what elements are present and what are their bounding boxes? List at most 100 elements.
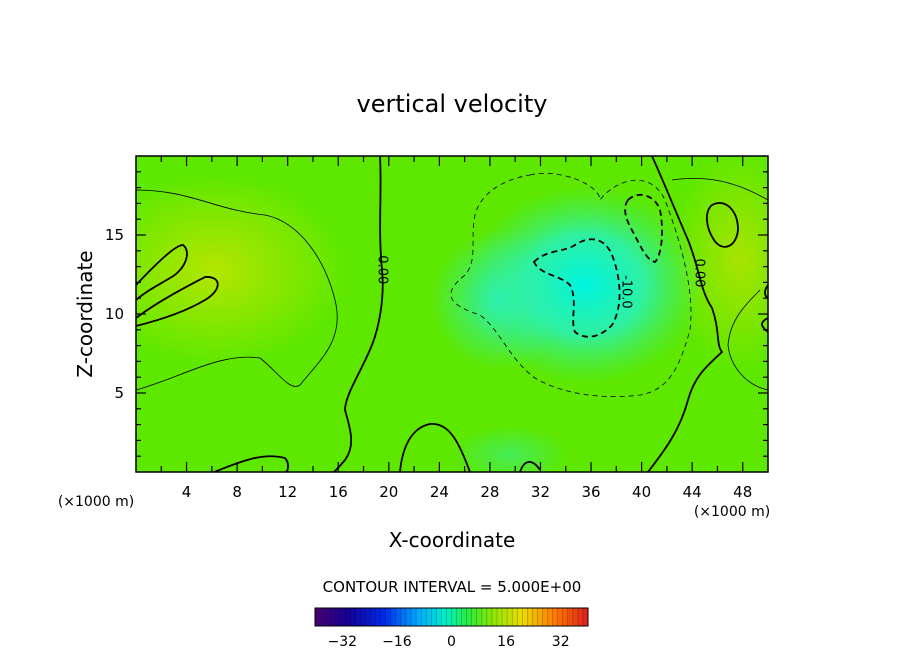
negative-region-tail: [430, 230, 570, 370]
colorbar-cell: [375, 608, 382, 626]
x-tick-label: 12: [278, 483, 297, 501]
colorbar-tick-label: 16: [497, 634, 515, 650]
colorbar-cell: [360, 608, 366, 626]
x-axis-title: X-coordinate: [389, 528, 516, 552]
colorbar-cell: [497, 608, 503, 626]
colorbar-cell: [365, 608, 371, 626]
x-tick-label: 40: [632, 483, 651, 501]
x-tick-label: 48: [733, 483, 752, 501]
contour-interval-label: CONTOUR INTERVAL = 5.000E+00: [323, 578, 582, 596]
field-shading: 0.00 -10.0 0.00: [136, 156, 768, 472]
colorbar-cell: [572, 608, 579, 626]
y-axis-title: Z-coordinate: [73, 250, 97, 377]
colorbar-cell: [542, 608, 548, 626]
colorbar-cell: [416, 608, 422, 626]
x-tick-label: 32: [531, 483, 550, 501]
x-unit-label: (×1000 m): [58, 494, 134, 510]
colorbar-cell: [552, 608, 558, 626]
colorbar-cell: [320, 608, 326, 626]
colorbar-cell: [385, 608, 392, 626]
colorbar-cell: [547, 608, 553, 626]
colorbar-cell: [451, 608, 457, 626]
colorbar-cell: [411, 608, 417, 626]
colorbar-cell: [567, 608, 574, 626]
contour-label: 0.00: [692, 258, 707, 287]
colorbar-cell: [522, 608, 528, 626]
colorbar-cell: [491, 608, 498, 626]
y-unit-label: (×1000 m): [694, 504, 770, 520]
colorbar-tick-label: −16: [382, 634, 412, 650]
colorbar-cell: [481, 608, 488, 626]
colorbar-cell: [335, 608, 341, 626]
colorbar-cell: [507, 608, 513, 626]
contour-zero-right: [647, 156, 724, 472]
y-tick-label: 5: [114, 384, 124, 402]
colorbar-cell: [476, 608, 483, 626]
contour-zero-center: [333, 156, 384, 472]
colorbar-cell: [431, 608, 437, 626]
contour-label: -10.0: [618, 275, 633, 309]
contour-line-neg5: [450, 173, 692, 397]
colorbar-cell: [446, 608, 452, 626]
colorbar-cell: [390, 608, 397, 626]
x-tick-label: 20: [379, 483, 398, 501]
colorbar-tick-label: 0: [447, 634, 456, 650]
colorbar-cell: [340, 608, 346, 626]
colorbar-cell: [527, 608, 533, 626]
contour-neg10-upper: [624, 193, 663, 263]
colorbar-cell: [562, 608, 569, 626]
positive-region-left: [136, 175, 345, 365]
contour-label: 0.00: [374, 255, 389, 284]
colorbar-cell: [512, 608, 518, 626]
contour-pos10-right: [706, 202, 739, 248]
colorbar-cell: [471, 608, 478, 626]
colorbar-cell: [557, 608, 564, 626]
colorbar-cell: [532, 608, 538, 626]
chart-title: vertical velocity: [357, 90, 548, 118]
colorbar-cell: [421, 608, 427, 626]
contour-pos10-edge: [761, 284, 768, 333]
colorbar-cell: [406, 608, 412, 626]
colorbar-cell: [466, 608, 473, 626]
weak-negative-bottom: [450, 425, 570, 472]
y-tick-label: 15: [105, 226, 124, 244]
colorbar-cell: [441, 608, 447, 626]
colorbar-cell: [345, 608, 351, 626]
contour-line-pos5-right: [671, 177, 768, 391]
colorbar-cell: [461, 608, 467, 626]
plot-area: 0.00 -10.0 0.00: [135, 155, 769, 473]
contour-line-pos5-left: [136, 189, 338, 391]
x-tick-label: 24: [430, 483, 449, 501]
x-tick-label: 28: [480, 483, 499, 501]
colorbar-cell: [577, 608, 584, 626]
y-tick-label: 10: [105, 305, 124, 323]
y-axis-ticks: 5 10 15: [105, 171, 768, 457]
colorbar-cell: [370, 608, 376, 626]
colorbar-cell: [456, 608, 462, 626]
colorbar-cell: [400, 608, 407, 626]
x-tick-label: 16: [329, 483, 348, 501]
x-axis-ticks: 4 8 12 16 20 24 28 32 36 40 44 48: [160, 156, 752, 501]
colorbar-cell: [315, 608, 321, 626]
colorbar-cell: [355, 608, 361, 626]
colorbar-cell: [380, 608, 387, 626]
contour-zero-bottom: [399, 423, 541, 472]
contour-pos10-left-b: [136, 276, 219, 327]
colorbar-cell: [426, 608, 432, 626]
colorbar-cell: [502, 608, 508, 626]
colorbar-cell: [325, 608, 331, 626]
x-tick-label: 8: [232, 483, 242, 501]
contour-pos10-left-a: [136, 244, 188, 301]
colorbar-cell: [537, 608, 543, 626]
x-tick-label: 36: [581, 483, 600, 501]
contour-neg10-core: [532, 238, 621, 338]
colorbar-tick-label: 32: [552, 634, 570, 650]
x-tick-label: 44: [683, 483, 702, 501]
colorbar-cell: [517, 608, 523, 626]
colorbar-frame: [314, 607, 589, 627]
colorbar-cell: [350, 608, 356, 626]
colorbar-tick-label: −32: [328, 634, 358, 650]
colorbar-cell: [486, 608, 493, 626]
colorbar-ticks: −32 −16 0 16 32: [328, 634, 570, 650]
